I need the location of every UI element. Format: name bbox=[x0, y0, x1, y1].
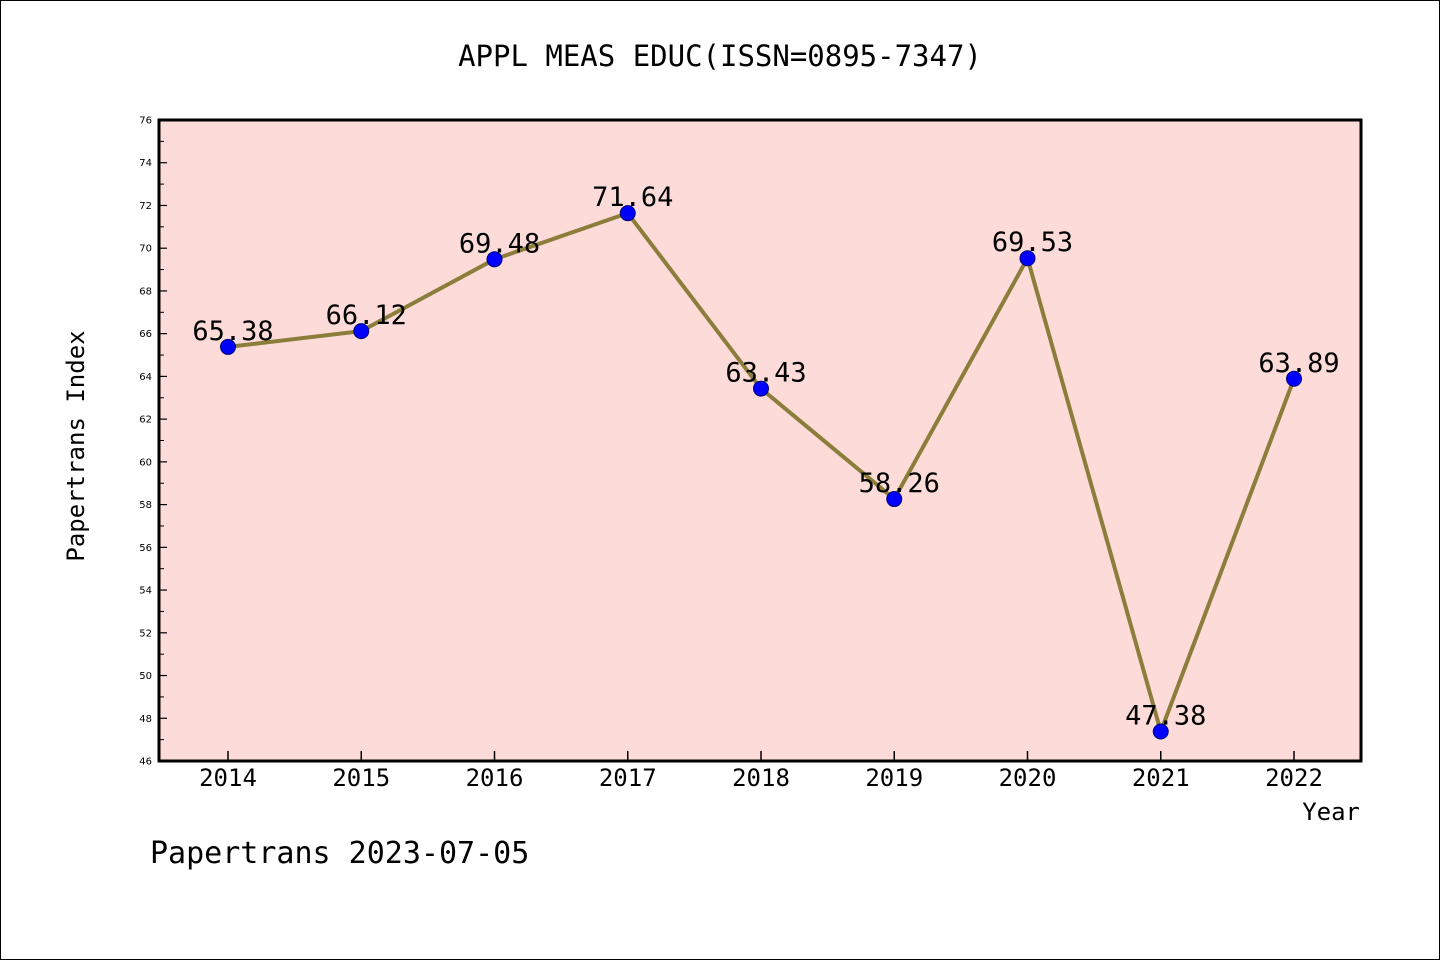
data-point bbox=[1019, 250, 1036, 267]
x-tick-label: 2022 bbox=[1265, 764, 1323, 792]
y-tick-label: 66 bbox=[139, 329, 152, 340]
data-label: 71.64 bbox=[592, 182, 673, 213]
y-tick-label: 50 bbox=[139, 671, 152, 682]
plot-border bbox=[157, 118, 1363, 763]
data-labels: 65.38 66.12 69.48 71.64 63.43 58.26 69.53 47.38… bbox=[192, 182, 1339, 731]
data-point bbox=[753, 380, 769, 397]
x-axis: 2014 2015 2016 2017 2018 2019 2020 2021 2022 bbox=[199, 751, 1323, 792]
data-points bbox=[220, 205, 1302, 740]
chart-title: APPL MEAS EDUC(ISSN=0895-7347) bbox=[458, 39, 982, 73]
x-axis-label: Year bbox=[1302, 798, 1360, 826]
x-tick-label: 2017 bbox=[599, 764, 657, 792]
y-tick-label: 68 bbox=[139, 286, 152, 297]
y-tick-label: 76 bbox=[139, 116, 152, 127]
data-point bbox=[220, 338, 236, 355]
data-label: 66.12 bbox=[326, 300, 407, 331]
x-tick-label: 2015 bbox=[332, 764, 390, 792]
data-label: 63.43 bbox=[725, 358, 806, 389]
y-tick-label: 74 bbox=[139, 158, 152, 169]
y-tick-label: 60 bbox=[139, 457, 152, 468]
y-tick-label: 58 bbox=[139, 500, 152, 511]
footer-text: Papertrans 2023-07-05 bbox=[150, 836, 529, 871]
x-tick-label: 2021 bbox=[1132, 764, 1190, 792]
y-tick-label: 64 bbox=[139, 372, 152, 383]
x-tick-label: 2020 bbox=[999, 764, 1057, 792]
data-point bbox=[353, 323, 370, 340]
y-tick-label: 70 bbox=[139, 244, 152, 255]
data-label: 47.38 bbox=[1125, 701, 1206, 732]
x-tick-label: 2019 bbox=[865, 764, 923, 792]
y-tick-label: 46 bbox=[139, 757, 152, 768]
y-tick-label: 48 bbox=[139, 714, 152, 725]
y-tick-label: 52 bbox=[139, 628, 152, 639]
y-axis-label: Papertrans Index bbox=[62, 330, 90, 561]
y-tick-label: 62 bbox=[139, 415, 152, 426]
data-label: 63.89 bbox=[1258, 348, 1339, 379]
data-label: 58.26 bbox=[859, 468, 940, 499]
x-tick-label: 2018 bbox=[732, 764, 790, 792]
data-label: 69.53 bbox=[992, 227, 1073, 258]
data-point bbox=[886, 491, 903, 508]
y-tick-label: 56 bbox=[139, 543, 152, 554]
x-tick-label: 2014 bbox=[199, 764, 257, 792]
data-point bbox=[1286, 370, 1302, 387]
data-label: 65.38 bbox=[192, 316, 273, 347]
y-tick-label: 72 bbox=[139, 201, 152, 212]
data-point bbox=[619, 205, 636, 222]
data-point bbox=[486, 251, 503, 268]
plot-area bbox=[159, 120, 1361, 761]
y-tick-label: 54 bbox=[139, 586, 152, 597]
data-point bbox=[1152, 723, 1169, 740]
x-tick-label: 2016 bbox=[466, 764, 524, 792]
data-label: 69.48 bbox=[459, 228, 540, 259]
